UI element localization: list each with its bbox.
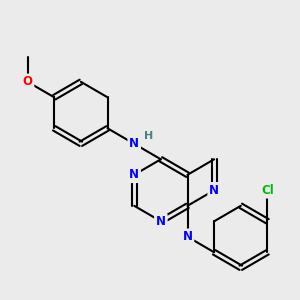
Text: N: N <box>182 230 193 243</box>
Text: N: N <box>209 184 219 197</box>
Text: N: N <box>156 215 166 228</box>
Text: Cl: Cl <box>261 184 274 197</box>
Text: N: N <box>129 137 139 150</box>
Text: H: H <box>143 131 153 141</box>
Text: N: N <box>129 168 139 181</box>
Text: O: O <box>22 75 33 88</box>
